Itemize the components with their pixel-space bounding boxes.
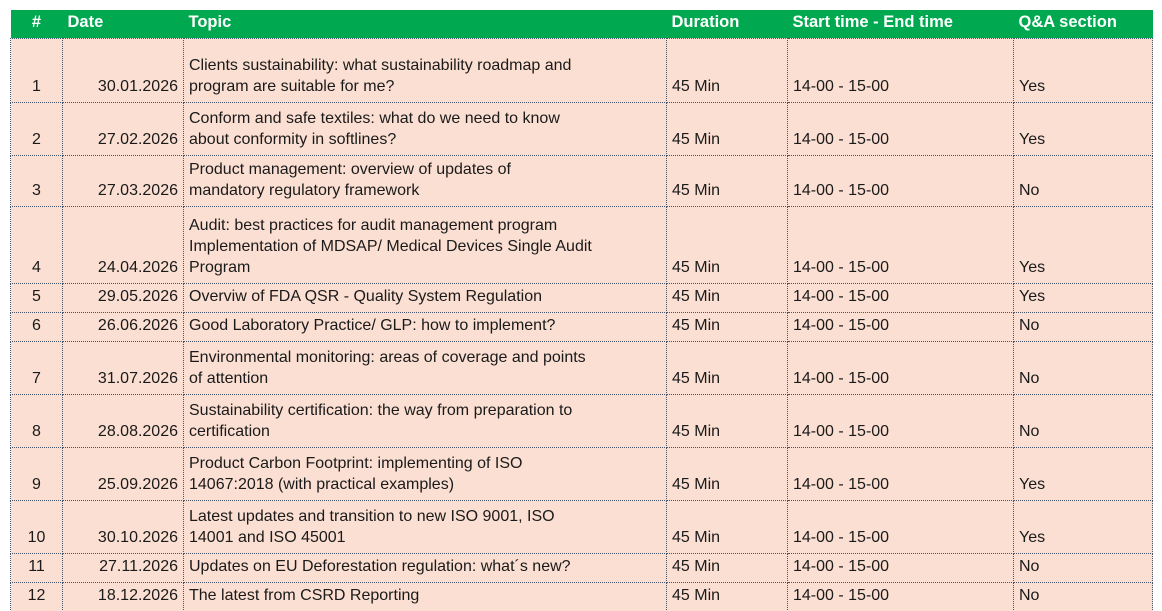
- cell-num: 5: [10, 282, 63, 313]
- header-row: # Date Topic Duration Start time - End time Q…: [10, 10, 1153, 38]
- cell-time: 14-00 - 15-00: [787, 205, 1014, 284]
- cell-duration: 45 Min: [666, 282, 788, 313]
- cell-qa: Yes: [1013, 101, 1153, 156]
- cell-topic: Environmental monitoring: areas of cover…: [183, 340, 667, 395]
- table-row: 7 31.07.2026 Environmental monitoring: are…: [10, 340, 1153, 395]
- cell-date: 27.02.2026: [62, 101, 184, 156]
- cell-qa: Yes: [1013, 282, 1153, 313]
- cell-duration: 45 Min: [666, 340, 788, 395]
- col-header-topic: Topic: [183, 10, 667, 38]
- col-header-duration: Duration: [666, 10, 788, 38]
- cell-date: 28.08.2026: [62, 393, 184, 448]
- cell-qa: No: [1013, 393, 1153, 448]
- cell-topic: Good Laboratory Practice/ GLP: how to im…: [183, 311, 667, 342]
- cell-qa: Yes: [1013, 499, 1153, 554]
- col-header-date: Date: [62, 10, 184, 38]
- cell-time: 14-00 - 15-00: [787, 340, 1014, 395]
- cell-num: 7: [10, 340, 63, 395]
- cell-duration: 45 Min: [666, 311, 788, 342]
- cell-date: 24.04.2026: [62, 205, 184, 284]
- col-header-num: #: [10, 10, 63, 38]
- cell-topic: Updates on EU Deforestation regulation: …: [183, 552, 667, 583]
- table-row: 11 27.11.2026 Updates on EU Deforestation …: [10, 552, 1153, 583]
- col-header-qa: Q&A section: [1013, 10, 1153, 38]
- cell-topic: Conform and safe textiles: what do we ne…: [183, 101, 667, 156]
- cell-duration: 45 Min: [666, 446, 788, 501]
- cell-topic: Overviw of FDA QSR - Quality System Regu…: [183, 282, 667, 313]
- cell-date: 30.10.2026: [62, 499, 184, 554]
- table-row: 12 18.12.2026 The latest from CSRD Reporti…: [10, 581, 1153, 611]
- cell-qa: No: [1013, 154, 1153, 207]
- cell-qa: Yes: [1013, 205, 1153, 284]
- cell-date: 18.12.2026: [62, 581, 184, 611]
- table-row: 4 24.04.2026 Audit: best practices for aud…: [10, 205, 1153, 284]
- cell-duration: 45 Min: [666, 101, 788, 156]
- cell-duration: 45 Min: [666, 37, 788, 103]
- cell-topic: Clients sustainability: what sustainabil…: [183, 37, 667, 103]
- cell-date: 27.03.2026: [62, 154, 184, 207]
- cell-topic: Audit: best practices for audit manageme…: [183, 205, 667, 284]
- cell-qa: Yes: [1013, 446, 1153, 501]
- table-row: 8 28.08.2026 Sustainability certification:…: [10, 393, 1153, 448]
- cell-num: 12: [10, 581, 63, 611]
- col-header-time: Start time - End time: [787, 10, 1014, 38]
- cell-duration: 45 Min: [666, 205, 788, 284]
- cell-num: 3: [10, 154, 63, 207]
- cell-duration: 45 Min: [666, 499, 788, 554]
- cell-time: 14-00 - 15-00: [787, 393, 1014, 448]
- cell-time: 14-00 - 15-00: [787, 37, 1014, 103]
- cell-time: 14-00 - 15-00: [787, 311, 1014, 342]
- cell-time: 14-00 - 15-00: [787, 154, 1014, 207]
- table-row: 1 30.01.2026 Clients sustainability: what …: [10, 37, 1153, 103]
- cell-time: 14-00 - 15-00: [787, 581, 1014, 611]
- table-row: 3 27.03.2026 Product management: overview …: [10, 154, 1153, 207]
- cell-duration: 45 Min: [666, 581, 788, 611]
- cell-qa: Yes: [1013, 37, 1153, 103]
- cell-num: 2: [10, 101, 63, 156]
- cell-time: 14-00 - 15-00: [787, 101, 1014, 156]
- cell-qa: No: [1013, 340, 1153, 395]
- cell-time: 14-00 - 15-00: [787, 446, 1014, 501]
- cell-num: 8: [10, 393, 63, 448]
- cell-time: 14-00 - 15-00: [787, 499, 1014, 554]
- table-row: 9 25.09.2026 Product Carbon Footprint: imp…: [10, 446, 1153, 501]
- cell-date: 26.06.2026: [62, 311, 184, 342]
- cell-qa: No: [1013, 581, 1153, 611]
- cell-date: 29.05.2026: [62, 282, 184, 313]
- cell-qa: No: [1013, 552, 1153, 583]
- webinar-schedule-table: # Date Topic Duration Start time - End time Q…: [10, 10, 1153, 611]
- cell-duration: 45 Min: [666, 552, 788, 583]
- table-row: 6 26.06.2026 Good Laboratory Practice/ GLP…: [10, 311, 1153, 342]
- cell-num: 1: [10, 37, 63, 103]
- table-row: 5 29.05.2026 Overviw of FDA QSR - Quality …: [10, 282, 1153, 313]
- cell-topic: Product management: overview of updates …: [183, 154, 667, 207]
- cell-date: 25.09.2026: [62, 446, 184, 501]
- cell-num: 9: [10, 446, 63, 501]
- cell-time: 14-00 - 15-00: [787, 282, 1014, 313]
- cell-num: 4: [10, 205, 63, 284]
- cell-time: 14-00 - 15-00: [787, 552, 1014, 583]
- cell-topic: Latest updates and transition to new ISO…: [183, 499, 667, 554]
- cell-duration: 45 Min: [666, 393, 788, 448]
- cell-topic: The latest from CSRD Reporting: [183, 581, 667, 611]
- table-row: 10 30.10.2026 Latest updates and transitio…: [10, 499, 1153, 554]
- cell-qa: No: [1013, 311, 1153, 342]
- table-body: 1 30.01.2026 Clients sustainability: what …: [10, 37, 1153, 611]
- table-row: 2 27.02.2026 Conform and safe textiles: wh…: [10, 101, 1153, 156]
- cell-topic: Sustainability certification: the way fr…: [183, 393, 667, 448]
- cell-num: 10: [10, 499, 63, 554]
- cell-duration: 45 Min: [666, 154, 788, 207]
- cell-date: 31.07.2026: [62, 340, 184, 395]
- cell-topic: Product Carbon Footprint: implementing o…: [183, 446, 667, 501]
- cell-date: 30.01.2026: [62, 37, 184, 103]
- cell-date: 27.11.2026: [62, 552, 184, 583]
- cell-num: 6: [10, 311, 63, 342]
- cell-num: 11: [10, 552, 63, 583]
